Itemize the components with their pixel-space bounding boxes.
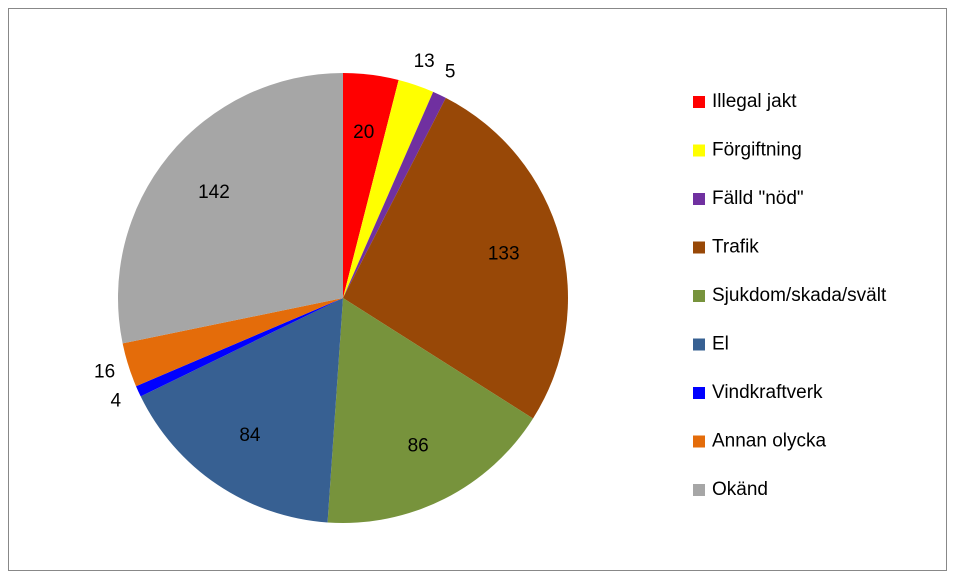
legend-swatch [693, 96, 705, 108]
data-label: 13 [414, 51, 435, 72]
legend-label: Okänd [712, 479, 768, 500]
legend-swatch [693, 193, 705, 205]
pie-slice [117, 73, 343, 344]
legend-swatch [693, 290, 705, 302]
legend-label: Förgiftning [712, 140, 802, 161]
legend-swatch [693, 484, 705, 496]
legend-label: El [712, 334, 729, 355]
legend-swatch [693, 435, 705, 448]
data-label: 133 [488, 243, 520, 264]
pie-slice [343, 97, 568, 419]
pie-slice [122, 298, 343, 387]
data-label: 142 [198, 182, 230, 203]
legend-label: Trafik [712, 237, 759, 258]
pie-slice [343, 91, 446, 298]
legend-label: Fälld "nöd" [712, 188, 804, 209]
pie-slice [136, 298, 343, 397]
data-label: 84 [239, 425, 261, 446]
legend-label: Vindkraftverk [712, 382, 823, 403]
legend-swatch [693, 144, 705, 157]
legend-swatch [693, 387, 705, 399]
data-label: 16 [94, 362, 115, 383]
pie-slice [327, 298, 534, 523]
data-label: 86 [408, 436, 429, 457]
legend-label: Sjukdom/skada/svält [712, 285, 887, 306]
data-label: 5 [445, 61, 456, 82]
data-label: 20 [353, 122, 374, 143]
pie-slice [343, 79, 434, 298]
pie-slice [343, 73, 399, 298]
legend-swatch [693, 241, 705, 254]
data-label: 4 [110, 391, 121, 412]
legend-swatch [693, 338, 705, 351]
legend-label: Illegal jakt [712, 91, 797, 112]
legend-label: Annan olycka [712, 431, 827, 452]
pie-slice [140, 298, 343, 523]
